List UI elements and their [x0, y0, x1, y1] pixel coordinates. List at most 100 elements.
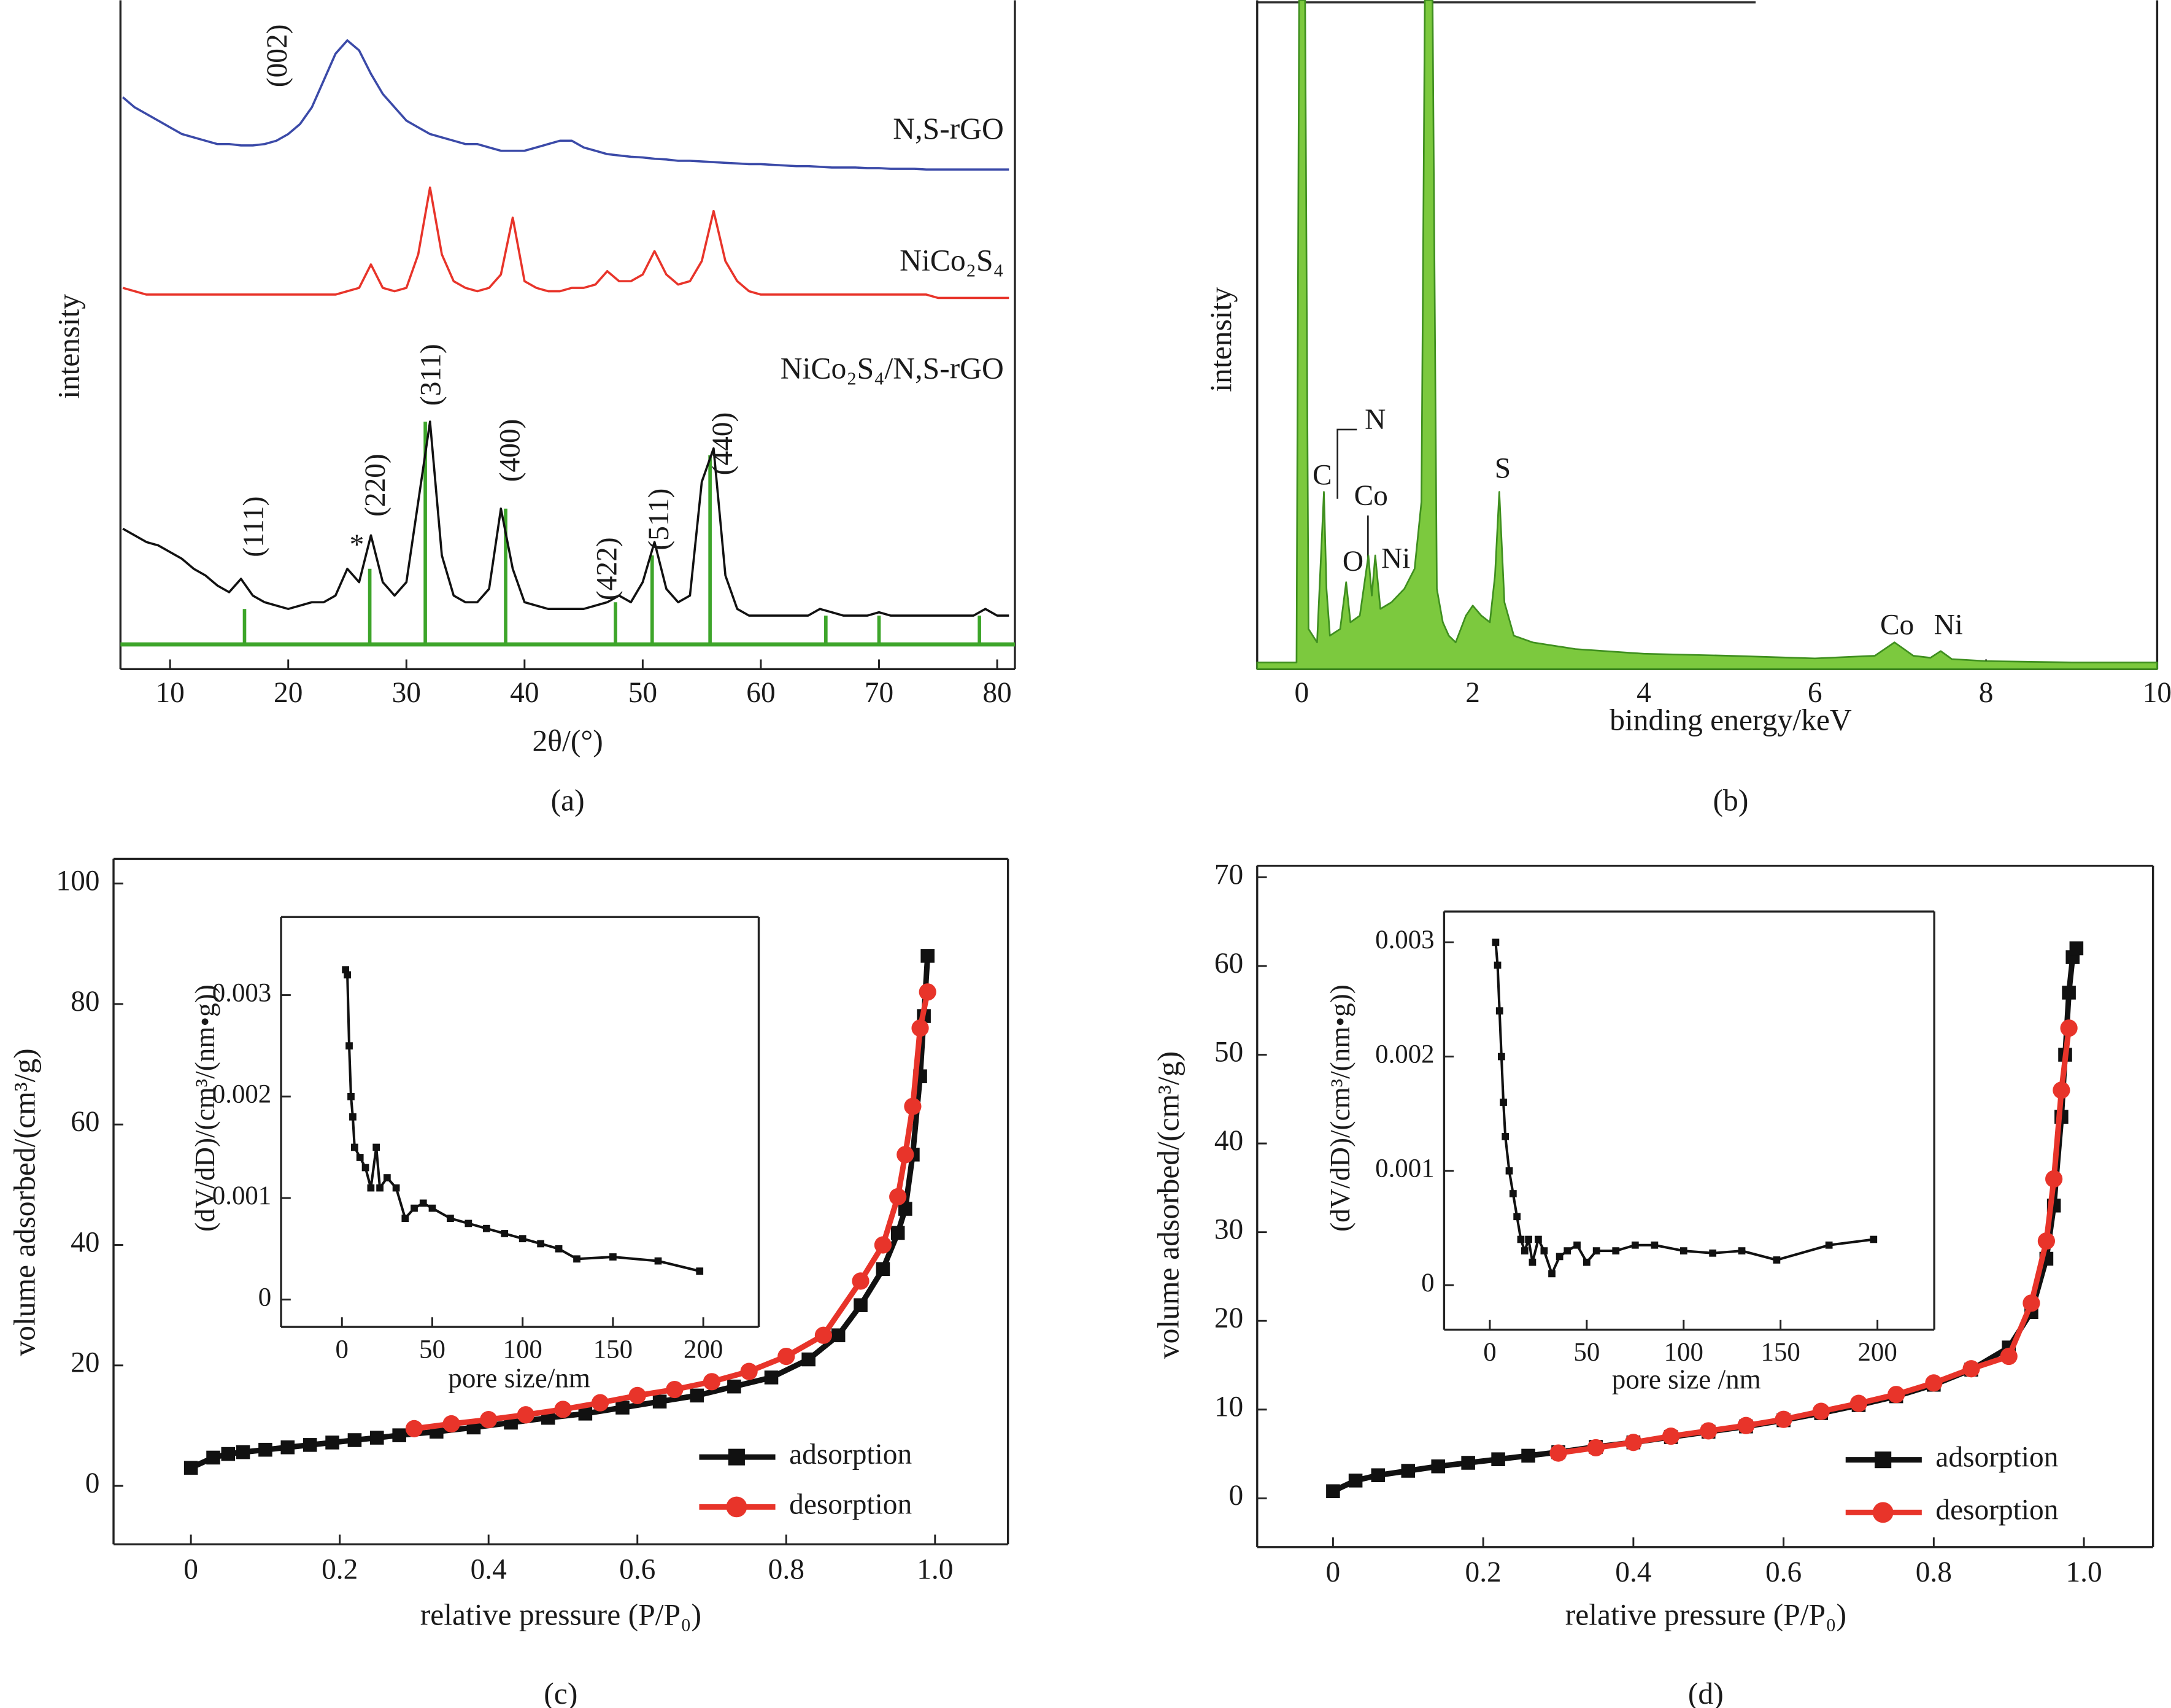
- marker: [1564, 1247, 1571, 1254]
- y-tick-label: 0.002: [1375, 1040, 1434, 1068]
- marker: [1872, 1502, 1894, 1523]
- marker: [890, 1226, 905, 1240]
- marker: [428, 1204, 436, 1212]
- x-tick-label: 0.4: [471, 1553, 507, 1585]
- marker: [1548, 1270, 1556, 1278]
- marker: [1624, 1434, 1642, 1451]
- annotation: O: [1343, 546, 1363, 578]
- y-tick-label: 100: [56, 865, 99, 897]
- marker: [2045, 1170, 2063, 1188]
- marker: [898, 1202, 912, 1216]
- marker: [555, 1245, 563, 1253]
- marker: [347, 1092, 355, 1100]
- marker: [874, 1236, 892, 1254]
- marker: [1679, 1247, 1687, 1254]
- marker: [519, 1235, 526, 1243]
- marker: [609, 1253, 617, 1261]
- y-tick-label: 0: [1229, 1480, 1244, 1512]
- marker: [852, 1272, 870, 1290]
- annotation: Co: [1354, 480, 1388, 512]
- series-line: [122, 186, 1009, 299]
- y-tick-label: 0.002: [212, 1080, 271, 1109]
- marker: [1737, 1416, 1755, 1434]
- marker: [480, 1411, 498, 1429]
- marker: [854, 1298, 868, 1312]
- marker: [1540, 1247, 1548, 1254]
- y-tick-label: 0: [1421, 1269, 1434, 1297]
- label-bracket: [1336, 428, 1357, 499]
- marker: [1326, 1484, 1340, 1499]
- x-tick-label: 50: [628, 677, 657, 709]
- marker: [303, 1438, 317, 1452]
- x-tick-label: 150: [593, 1335, 633, 1364]
- series-line: [122, 420, 1009, 617]
- x-tick-label: 6: [1808, 677, 1822, 709]
- y-tick-label: 60: [1214, 948, 1243, 980]
- series-label: NiCo₂S₄: [900, 244, 1004, 277]
- annotation: C: [1313, 459, 1332, 491]
- marker: [349, 1113, 357, 1121]
- marker: [392, 1428, 406, 1442]
- marker: [652, 1394, 667, 1409]
- marker: [367, 1184, 375, 1192]
- marker: [1505, 1167, 1513, 1175]
- y-tick-label: 50: [1214, 1036, 1243, 1068]
- x-tick-label: 200: [684, 1335, 723, 1364]
- marker: [831, 1328, 846, 1343]
- annotation: N: [1365, 404, 1386, 436]
- series-label: N,S-rGO: [893, 112, 1004, 145]
- marker: [1371, 1468, 1386, 1483]
- marker: [370, 1431, 384, 1445]
- x-tick-label: 150: [1761, 1338, 1800, 1367]
- marker: [1849, 1394, 1868, 1412]
- x-axis-label: relative pressure (P/P₀): [1565, 1598, 1846, 1631]
- marker: [696, 1267, 704, 1275]
- marker: [356, 1154, 364, 1161]
- x-tick-label: 0.6: [1765, 1556, 1802, 1588]
- x-tick-label: 0.2: [322, 1553, 358, 1585]
- legend-label: desorption: [1935, 1494, 2058, 1526]
- x-tick-label: 0.8: [1916, 1556, 1952, 1588]
- series-line: [344, 969, 700, 1273]
- annotation: (311): [415, 344, 447, 406]
- marker: [727, 1379, 741, 1394]
- annotation: (111): [238, 497, 270, 557]
- marker: [1700, 1422, 1718, 1440]
- marker: [372, 1143, 380, 1151]
- marker: [405, 1420, 423, 1437]
- x-tick-label: 0: [1294, 677, 1309, 709]
- annotation: (220): [360, 454, 391, 517]
- marker: [1812, 1402, 1830, 1420]
- marker: [1495, 1007, 1503, 1014]
- marker: [537, 1240, 544, 1248]
- marker: [1348, 1474, 1363, 1488]
- marker: [1492, 938, 1500, 946]
- marker: [1521, 1448, 1535, 1463]
- marker: [1825, 1241, 1833, 1249]
- annotation: (400): [494, 419, 526, 482]
- marker: [578, 1407, 593, 1421]
- marker: [876, 1262, 890, 1277]
- x-tick-label: 0: [336, 1335, 349, 1364]
- marker: [442, 1415, 460, 1433]
- marker: [1962, 1360, 1980, 1378]
- x-tick-label: 0: [1326, 1556, 1341, 1588]
- marker: [2053, 1081, 2070, 1099]
- spectrum-area: [1256, 0, 2158, 670]
- marker: [1498, 1053, 1505, 1061]
- marker: [1775, 1410, 1792, 1428]
- marker: [1925, 1374, 1943, 1392]
- y-tick-label: 40: [71, 1226, 99, 1258]
- legend-label: adsorption: [789, 1439, 912, 1470]
- x-axis-label: pore size/nm: [448, 1362, 590, 1393]
- marker: [2023, 1294, 2040, 1312]
- x-tick-label: 10: [2143, 677, 2171, 709]
- x-tick-label: 0.2: [1465, 1556, 1502, 1588]
- x-tick-label: 100: [503, 1335, 542, 1364]
- inset-background: [281, 917, 759, 1327]
- series-line: [121, 39, 1009, 171]
- marker: [401, 1215, 409, 1223]
